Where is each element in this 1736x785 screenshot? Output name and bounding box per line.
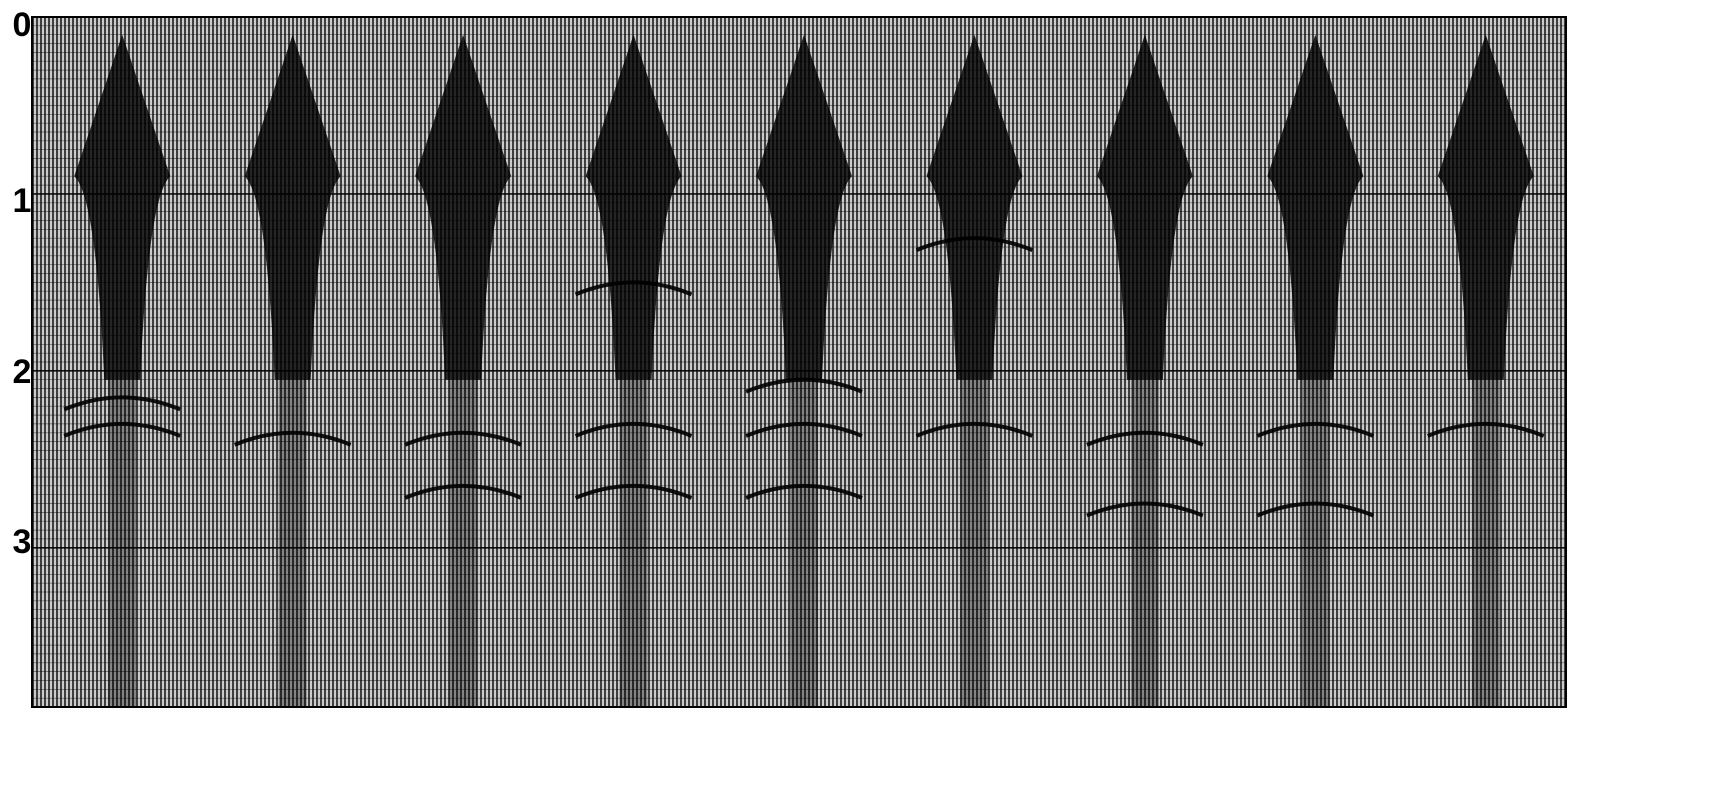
reflection-event-1 <box>1427 421 1545 438</box>
y-tick-label-2: 2 <box>13 353 32 391</box>
y-tick-label-3: 3 <box>13 523 32 561</box>
reflection-event-1 <box>1086 430 1204 447</box>
shot-gather-7 <box>1086 34 1204 707</box>
shot-gather-6 <box>915 34 1034 707</box>
first-arrival-cone <box>1267 34 1364 380</box>
reflection-event-2 <box>574 421 693 438</box>
reflection-event-1 <box>233 430 352 447</box>
shot-gather-4 <box>574 34 693 707</box>
noise-tail <box>108 379 137 707</box>
shot-gather-1 <box>63 34 181 707</box>
reflection-event-2 <box>63 421 181 438</box>
first-arrival-cone <box>244 34 341 380</box>
y-tick-label-0: 0 <box>13 6 32 44</box>
reflection-event-2 <box>1256 501 1375 518</box>
shot-gather-8 <box>1256 34 1375 707</box>
reflection-event-2 <box>915 421 1034 438</box>
shot-gather-5 <box>745 34 863 707</box>
reflection-event-3 <box>745 483 863 500</box>
noise-tail <box>790 379 818 707</box>
reflection-event-1 <box>574 280 693 297</box>
noise-tail <box>619 379 648 707</box>
noise-tail <box>449 379 478 707</box>
first-arrival-cone <box>1437 34 1534 380</box>
y-tick-label-1: 1 <box>13 182 32 220</box>
reflection-event-1 <box>745 377 863 394</box>
noise-tail <box>1471 379 1500 707</box>
reflection-event-3 <box>574 483 693 500</box>
shot-gather-3 <box>404 34 522 707</box>
first-arrival-cone <box>415 34 512 380</box>
reflection-event-1 <box>404 430 522 447</box>
first-arrival-cone <box>756 34 852 380</box>
first-arrival-cone <box>1096 34 1193 380</box>
noise-tail <box>1301 379 1330 707</box>
reflection-event-2 <box>404 483 522 500</box>
shot-gather-9 <box>1427 34 1545 707</box>
reflection-event-1 <box>1256 421 1375 438</box>
panel-frame <box>31 16 1567 708</box>
reflection-event-1 <box>915 236 1034 253</box>
shot-gather-2 <box>233 34 352 707</box>
first-arrival-cone <box>585 34 682 380</box>
noise-tail <box>278 379 307 707</box>
reflection-event-2 <box>745 421 863 438</box>
first-arrival-cone <box>926 34 1023 380</box>
noise-tail <box>1130 379 1159 707</box>
reflection-event-1 <box>63 395 181 412</box>
reflection-event-2 <box>1086 501 1204 518</box>
seismic-panel <box>31 16 1567 708</box>
time-axis: 0 1 2 3 <box>13 6 32 561</box>
first-arrival-cone <box>74 34 171 380</box>
noise-tail <box>960 379 989 707</box>
